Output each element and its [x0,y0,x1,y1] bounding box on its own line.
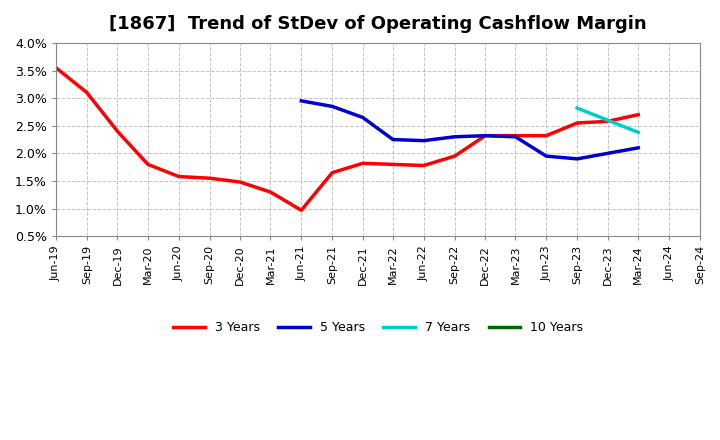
Line: 3 Years: 3 Years [56,68,638,210]
Title: [1867]  Trend of StDev of Operating Cashflow Margin: [1867] Trend of StDev of Operating Cashf… [109,15,647,33]
Line: 7 Years: 7 Years [577,108,638,132]
Line: 5 Years: 5 Years [302,101,638,159]
Legend: 3 Years, 5 Years, 7 Years, 10 Years: 3 Years, 5 Years, 7 Years, 10 Years [168,316,588,339]
